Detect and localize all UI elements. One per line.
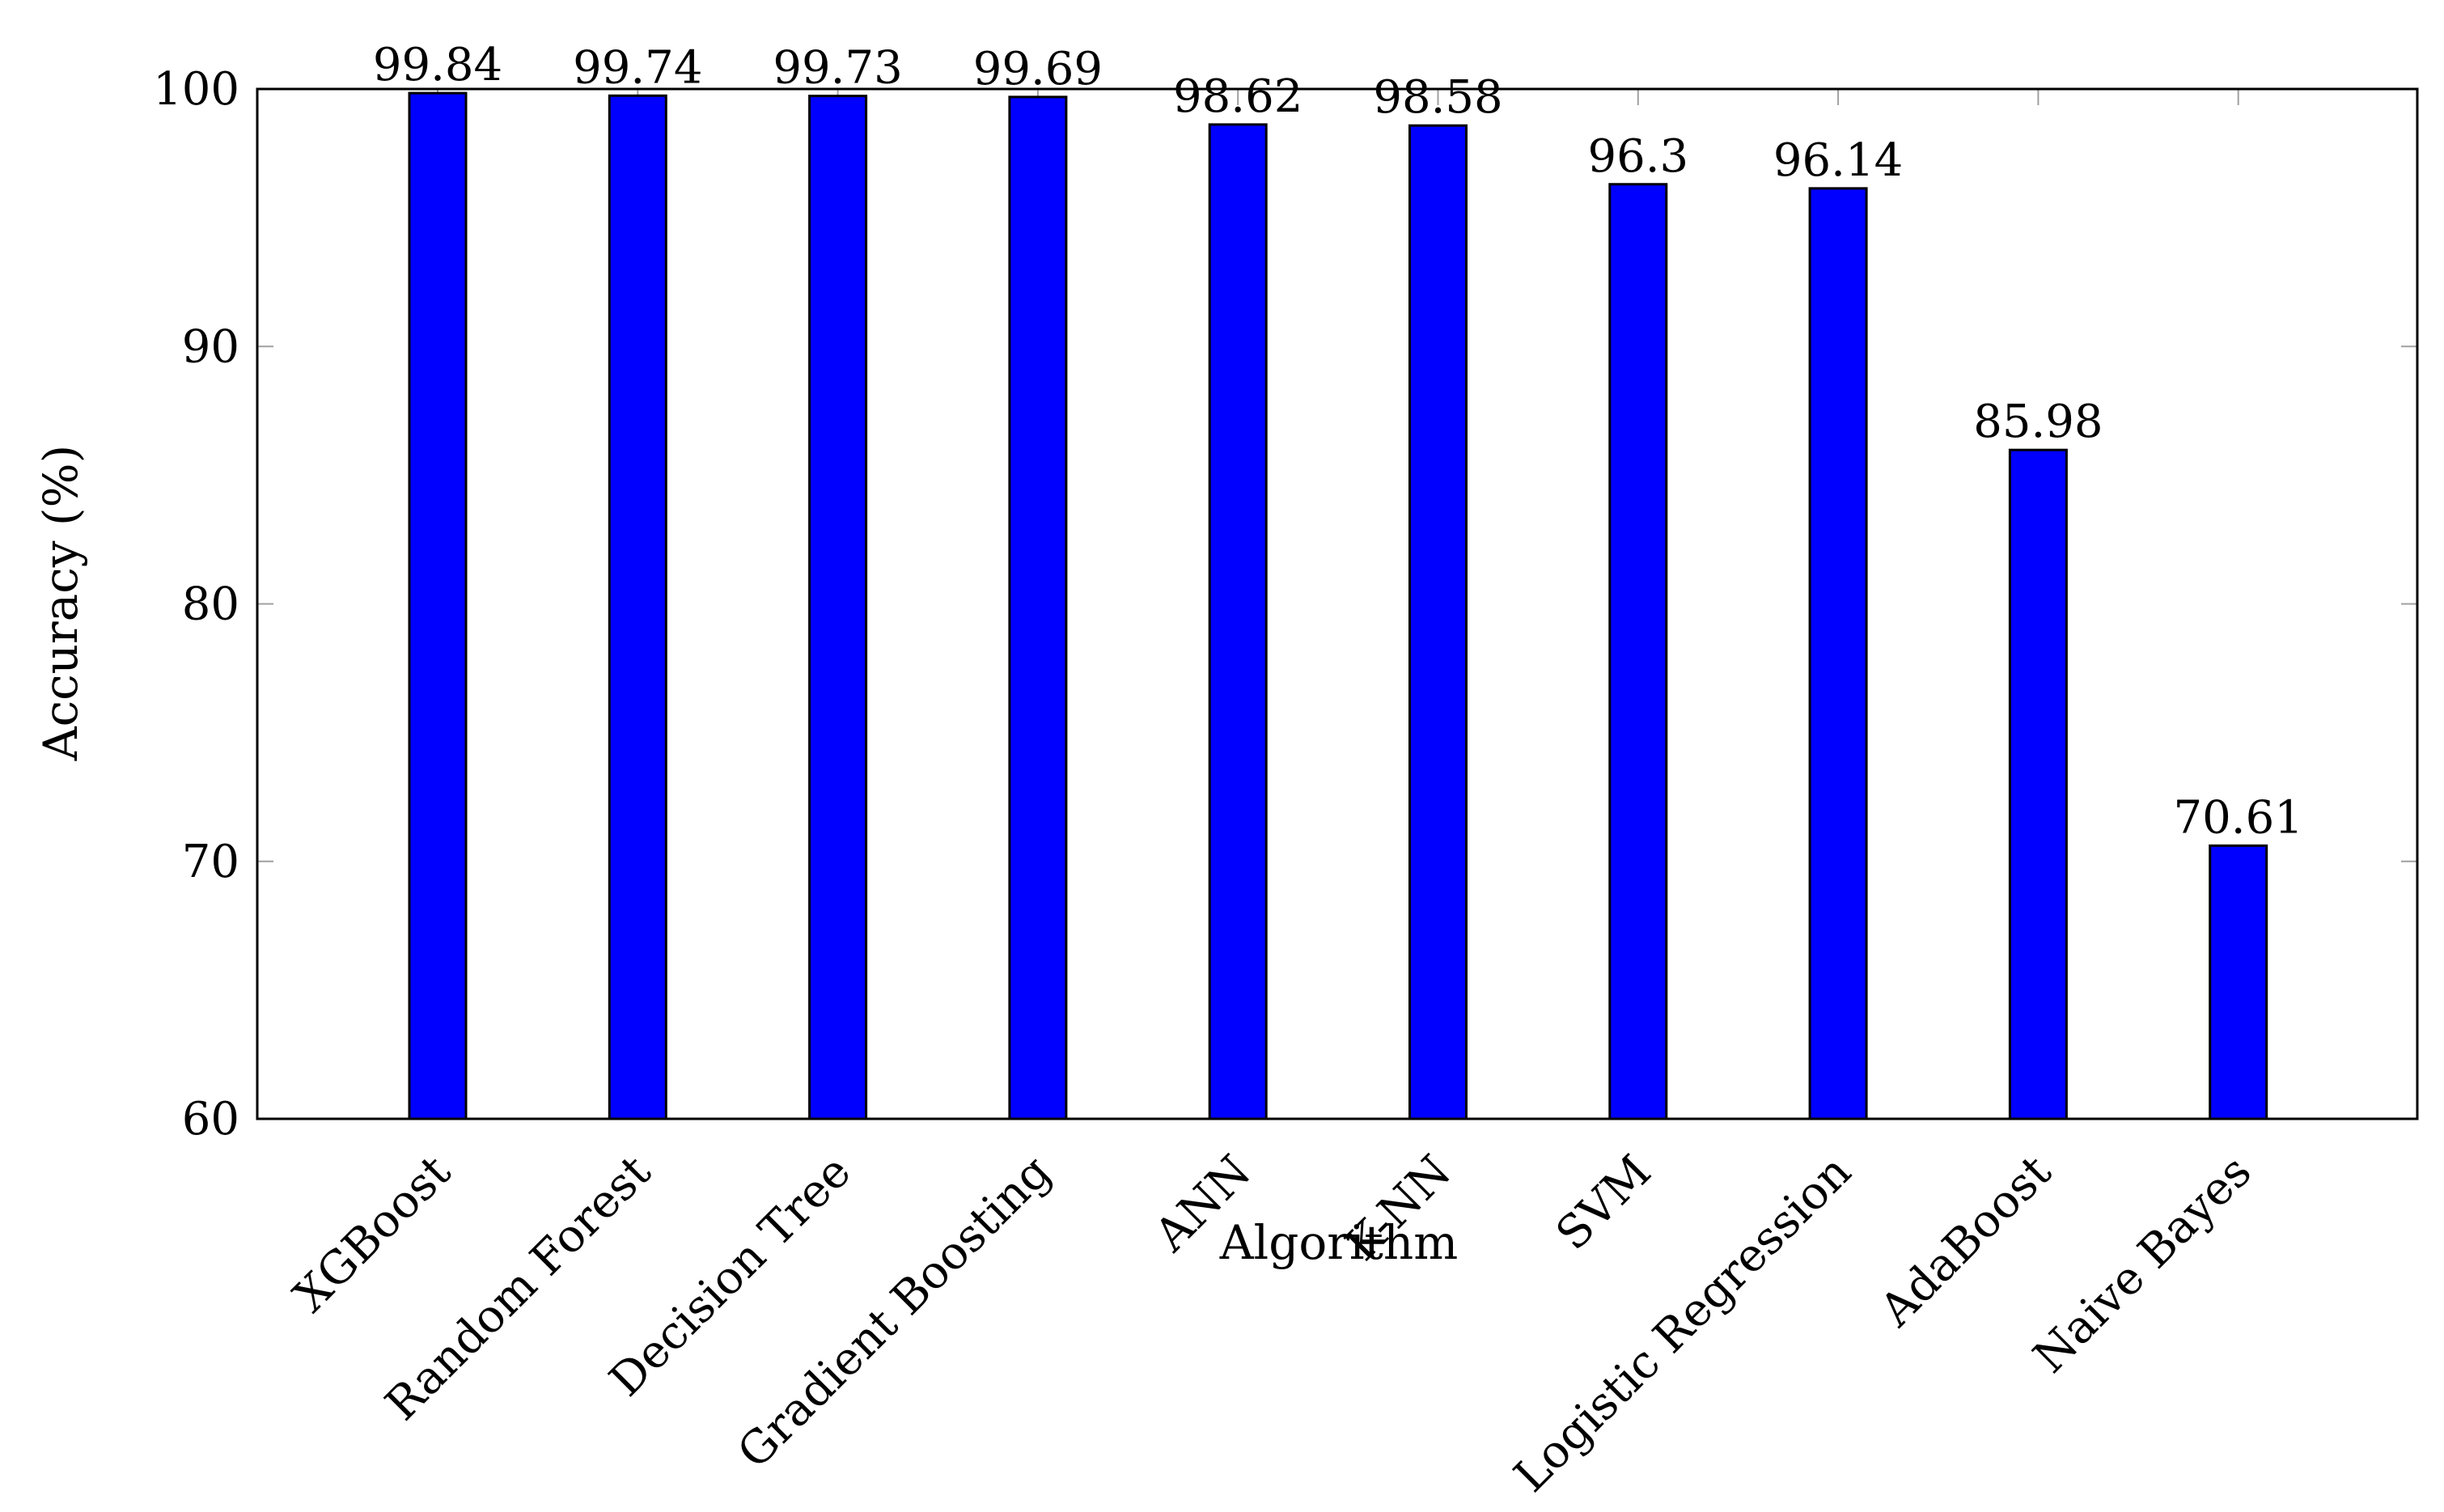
bar-value-label: 99.74	[573, 41, 702, 94]
y-tick-labels: 60 70 80 90 100	[153, 63, 239, 1146]
y-tick-label: 60	[182, 1093, 239, 1146]
bar	[2209, 844, 2268, 1120]
bar	[1608, 183, 1668, 1120]
bar	[408, 91, 468, 1120]
bar	[1808, 187, 1868, 1120]
bar-value-label: 99.69	[973, 43, 1103, 95]
plot-frame	[256, 87, 2419, 1120]
bar	[1408, 124, 1468, 1120]
y-tick-label: 90	[182, 320, 239, 373]
y-tick-label: 70	[182, 836, 239, 888]
bar	[608, 94, 667, 1120]
y-tick-label: 80	[182, 578, 239, 631]
bar-value-label: 96.3	[1587, 130, 1688, 183]
bar	[1008, 95, 1068, 1120]
y-axis-label: Accuracy (%)	[33, 445, 88, 762]
bar	[808, 95, 868, 1120]
x-axis-label: Algorithm	[1219, 1215, 1458, 1270]
bar	[1208, 123, 1268, 1120]
y-tick-label: 100	[153, 63, 239, 116]
bar	[2008, 448, 2068, 1120]
bar-value-label: 96.14	[1773, 134, 1903, 187]
bar-value-label: 98.62	[1173, 70, 1302, 123]
bar-value-label: 99.73	[773, 42, 902, 95]
bar-value-label: 70.61	[2174, 791, 2303, 844]
bar-value-label: 85.98	[1973, 396, 2103, 448]
bar-value-labels: 99.84 99.74 99.73 99.69 98.62 98.58 96.3 96.14 8…	[373, 39, 2303, 844]
bars	[408, 91, 2268, 1120]
bar-value-label: 98.58	[1373, 71, 1502, 124]
bar-value-label: 99.84	[373, 39, 502, 91]
